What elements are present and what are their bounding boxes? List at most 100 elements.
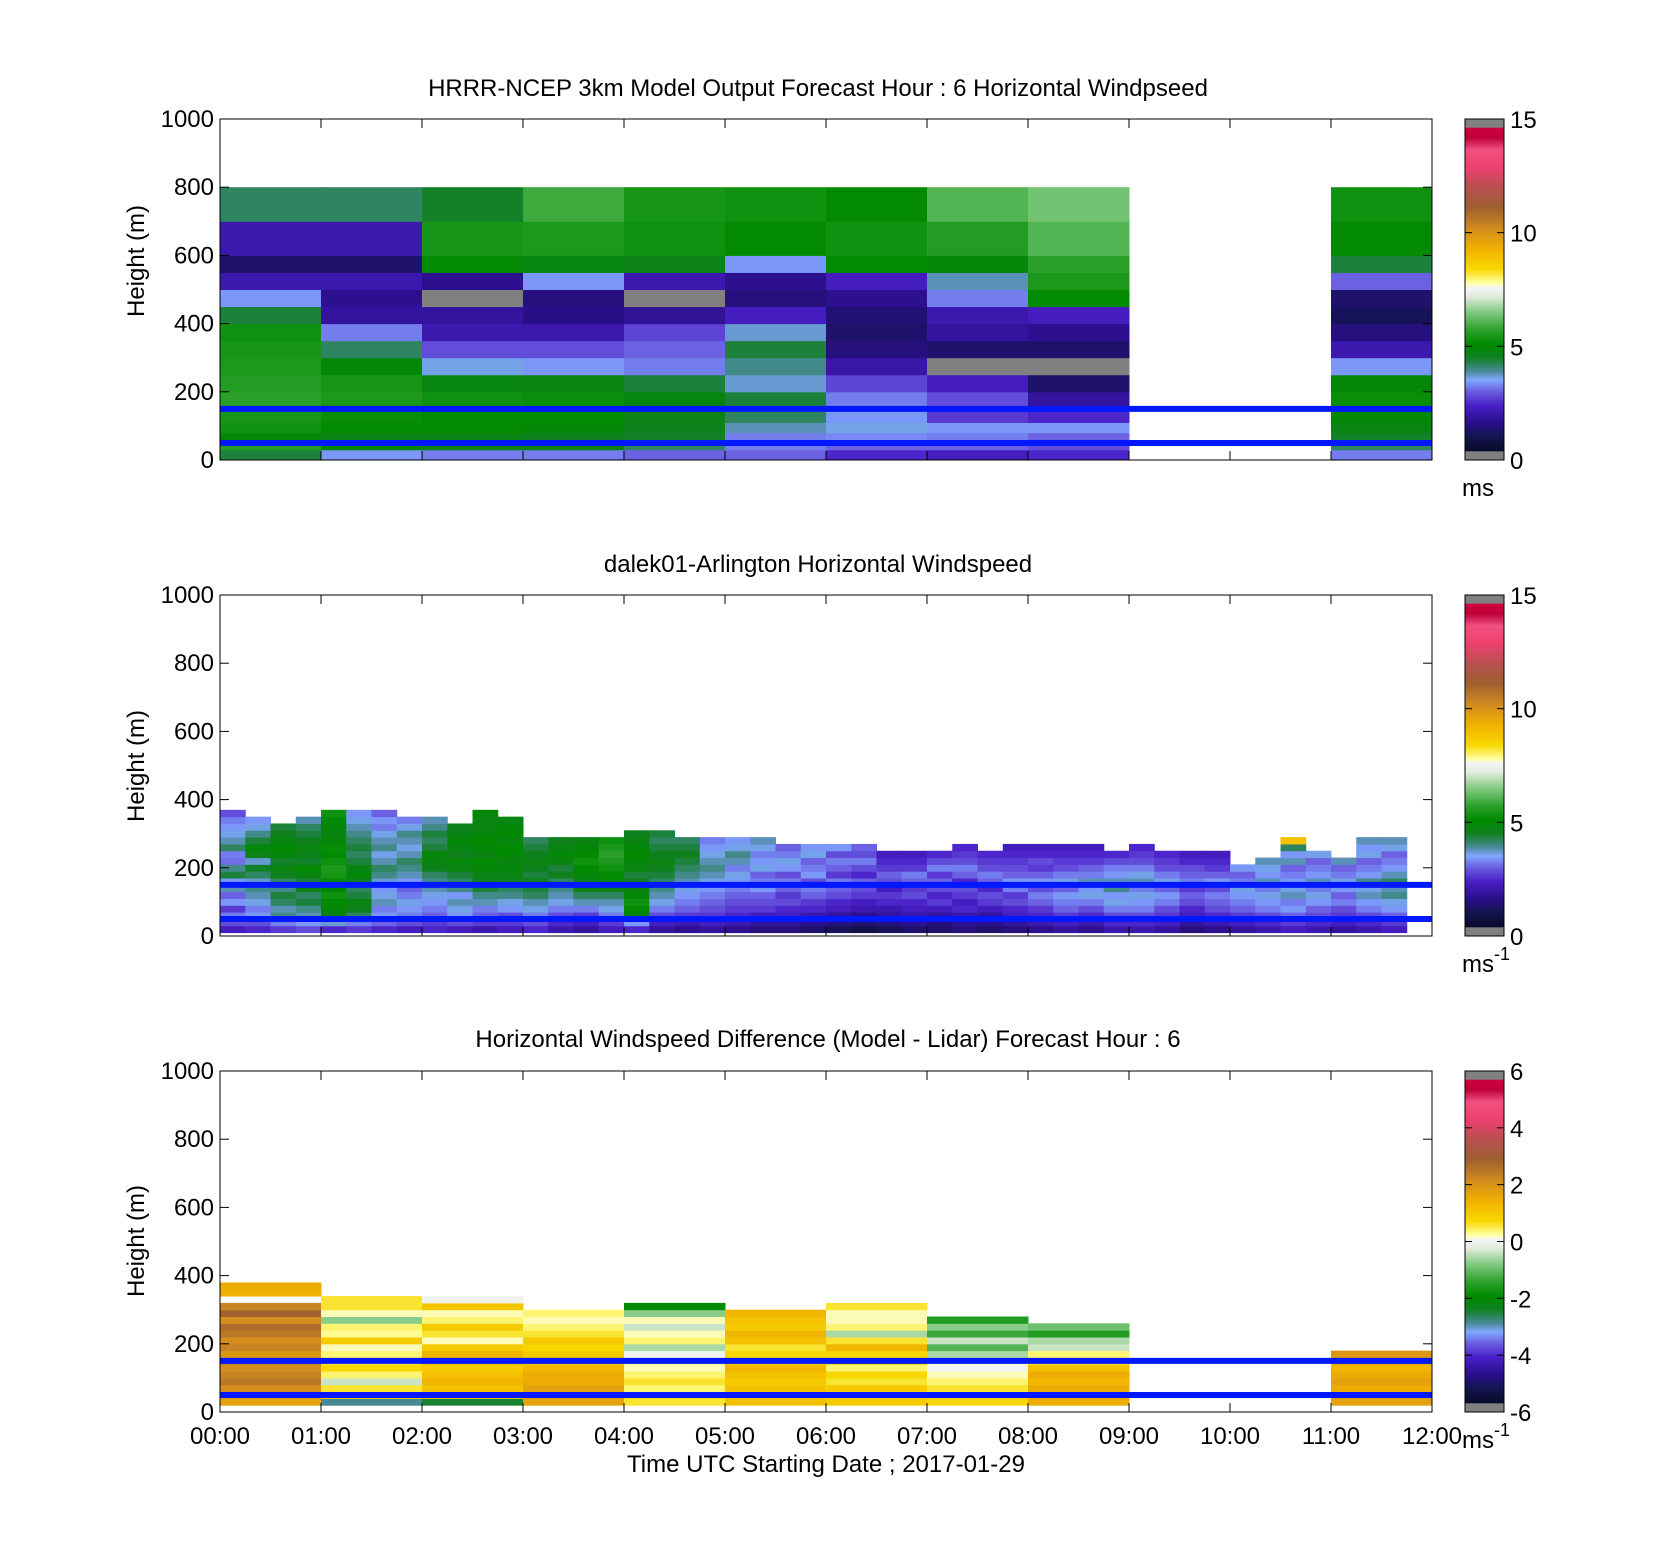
heatmap-cell (750, 898, 776, 906)
heatmap-cell (220, 306, 322, 325)
heatmap-cell (321, 374, 423, 393)
heatmap-cell (1154, 850, 1180, 859)
heatmap-cell (1078, 864, 1105, 872)
reference-lines (220, 1357, 1432, 1398)
heatmap-cell (725, 1384, 827, 1393)
heatmap-cell (649, 857, 675, 865)
heatmap-cell (422, 905, 448, 913)
heatmap-cell (1154, 912, 1180, 920)
heatmap-cell (1028, 1371, 1130, 1379)
heatmap-cell (1331, 449, 1433, 461)
heatmap-cell (674, 871, 701, 879)
heatmap-cell (1204, 871, 1231, 879)
heatmap-cell (1103, 857, 1130, 865)
heatmap-cell (497, 912, 524, 920)
heatmap-cell (952, 905, 978, 913)
heatmap-cells (220, 809, 1408, 934)
heatmap-cell (1053, 925, 1079, 934)
heatmap-cell (927, 1364, 1029, 1372)
heatmap-cell (295, 816, 322, 824)
heatmap-cell (977, 871, 1004, 879)
heatmap-cell (270, 878, 297, 886)
heatmap-cell (1280, 878, 1307, 886)
heatmap-cell (1331, 878, 1357, 886)
heatmap-cell (1331, 1377, 1433, 1386)
heatmap-cell (927, 1336, 1029, 1345)
colorbar-tick-label: 15 (1510, 107, 1537, 134)
heatmap-cell (1204, 905, 1231, 913)
heatmap-cell (1179, 905, 1206, 913)
heatmap-cell (927, 891, 953, 899)
colorbar-tick-label: 0 (1510, 448, 1523, 475)
heatmap-cell (220, 1316, 322, 1324)
heatmap-cell (826, 850, 852, 859)
heatmap-cell (725, 1364, 827, 1372)
heatmap-cell (725, 918, 751, 927)
heatmap-cell (901, 850, 928, 859)
heatmap-cell (649, 918, 675, 927)
heatmap-cell (725, 891, 751, 899)
heatmap-cell (624, 918, 650, 927)
heatmap-cell (1381, 905, 1408, 913)
heatmap-cell (851, 857, 877, 865)
heatmap-cell (927, 912, 953, 920)
heatmap-cell (371, 925, 398, 934)
heatmap-cell (523, 1384, 625, 1393)
heatmap-cell (1002, 878, 1029, 886)
heatmap-cell (270, 905, 297, 913)
x-tick-label: 12:00 (1402, 1423, 1462, 1450)
heatmap-cell (371, 918, 398, 927)
heatmap-cell (573, 837, 600, 845)
x-axis-label: Time UTC Starting Date ; 2017-01-29 (627, 1451, 1025, 1478)
heatmap-cell (750, 871, 776, 879)
heatmap-cell (548, 891, 574, 899)
heatmap-cell (523, 878, 549, 886)
heatmap-cell (321, 1371, 423, 1379)
colorbar-tick-label: 0 (1510, 1230, 1523, 1257)
heatmap-cell (1053, 878, 1079, 886)
heatmap-cells (220, 187, 1433, 461)
heatmap-cell (295, 884, 322, 893)
heatmap-cell (270, 925, 297, 934)
heatmap-cell (220, 878, 246, 886)
heatmap-cell (523, 891, 549, 899)
heatmap-cell (1129, 857, 1155, 865)
heatmap-cell (1053, 864, 1079, 872)
heatmap-cell (624, 1336, 726, 1345)
heatmap-cell (1103, 918, 1130, 927)
heatmap-cell (346, 884, 372, 893)
heatmap-cell (952, 891, 978, 899)
heatmap-cell (548, 878, 574, 886)
heatmap-cell (1331, 864, 1357, 872)
heatmap-cell (1331, 289, 1433, 308)
heatmap-cell (725, 340, 827, 359)
heatmap-cell (1002, 871, 1029, 879)
heatmap-cell (220, 272, 322, 290)
heatmap-cell (422, 1316, 524, 1324)
heatmap-cell (1103, 884, 1130, 893)
panel-lidar-windspeed: dalek01-Arlington Horizontal Windspeed H… (123, 551, 1537, 978)
heatmap-cell (295, 871, 322, 879)
heatmap-cell (270, 912, 297, 920)
colorbar-unit: ms-1 (1462, 1420, 1510, 1454)
heatmap-cell (826, 340, 928, 359)
heatmap-cell (1331, 905, 1357, 913)
heatmap-cell (826, 255, 928, 273)
heatmap-cell (321, 878, 347, 886)
heatmap-cell (523, 1323, 625, 1331)
heatmap-cell (876, 905, 903, 913)
reference-lines (220, 881, 1432, 922)
heatmap-cell (422, 306, 524, 325)
heatmap-cell (699, 898, 726, 906)
colorbar-tick-label: 10 (1510, 221, 1537, 248)
heatmap-cell (952, 918, 978, 927)
heatmap-cell (548, 905, 574, 913)
heatmap-cell (1280, 905, 1307, 913)
heatmap-cell (1381, 925, 1408, 934)
heatmap-cell (573, 864, 600, 872)
heatmap-cell (1002, 843, 1029, 852)
heatmap-cell (1103, 898, 1130, 906)
heatmap-cell (346, 871, 372, 879)
heatmap-cell (548, 843, 574, 852)
heatmap-cell (1230, 864, 1256, 872)
